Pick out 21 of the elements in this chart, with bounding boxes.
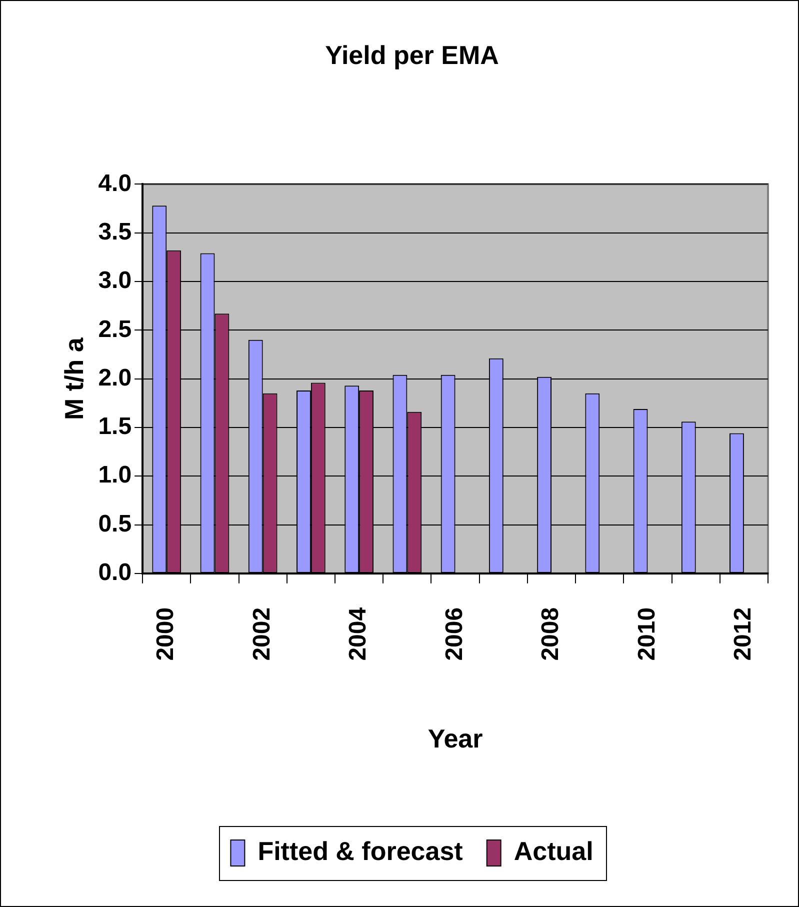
x-axis-title: Year — [428, 724, 483, 754]
x-tick-label: 2012 — [730, 607, 757, 661]
y-tick-label: 4.0 — [98, 170, 132, 197]
x-tick-label: 2004 — [344, 606, 372, 661]
x-tick-label: 2010 — [633, 607, 660, 661]
y-axis-title: M t/h a — [58, 337, 89, 420]
x-tick-label: 2000 — [152, 607, 180, 661]
chart-title: Yield per EMA — [325, 40, 500, 70]
x-tick-label: 2008 — [537, 607, 564, 661]
x-tick-label: 2006 — [440, 607, 468, 661]
y-tick-label: 1.5 — [98, 413, 132, 440]
y-tick-label: 0.5 — [98, 510, 132, 538]
y-tick-label: 3.5 — [98, 218, 132, 246]
y-tick-label: 0.0 — [98, 559, 132, 586]
y-tick-label: 2.5 — [98, 316, 132, 343]
y-tick-label: 2.0 — [98, 364, 132, 392]
y-tick-label: 1.0 — [98, 462, 132, 489]
y-tick-label: 3.0 — [98, 267, 132, 294]
legend-label: Actual — [514, 836, 594, 866]
legend-label: Fitted & forecast — [258, 836, 464, 866]
x-tick-label: 2002 — [248, 607, 276, 661]
